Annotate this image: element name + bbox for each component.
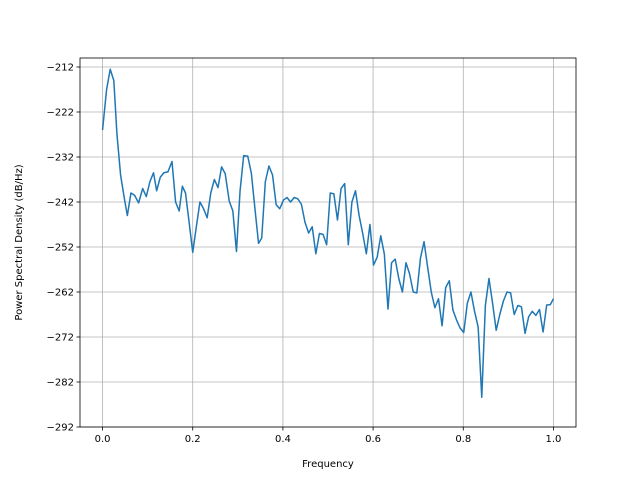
x-tick-label: 0.4 bbox=[275, 434, 291, 445]
x-tick-label: 0.6 bbox=[365, 434, 381, 445]
y-tick-label: −272 bbox=[47, 333, 74, 344]
y-tick-label: −212 bbox=[47, 63, 74, 74]
x-axis-label: Frequency bbox=[302, 459, 354, 470]
x-tick-label: 1.0 bbox=[546, 434, 562, 445]
y-tick-label: −242 bbox=[47, 198, 74, 209]
x-tick-label: 0.0 bbox=[95, 434, 111, 445]
series-layer bbox=[101, 68, 555, 399]
y-tick-label: −252 bbox=[47, 243, 74, 254]
y-axis-label: Power Spectral Density (dB/Hz) bbox=[14, 164, 25, 320]
y-tick-label: −262 bbox=[47, 288, 74, 299]
y-tick-label: −222 bbox=[47, 108, 74, 119]
psd-series-line bbox=[101, 68, 555, 399]
y-tick-label: −282 bbox=[47, 378, 74, 389]
plot-frame bbox=[79, 57, 577, 428]
x-tick-label: 0.8 bbox=[455, 434, 471, 445]
y-tick-label: −292 bbox=[47, 423, 74, 434]
x-tick-label: 0.2 bbox=[185, 434, 201, 445]
grid bbox=[80, 58, 576, 428]
axis-ticks: 0.0 0.2 0.4 0.6 0.8 1.0 −212 −222 −232 −242 −252 −2… bbox=[47, 63, 562, 446]
y-tick-label: −232 bbox=[47, 153, 74, 164]
